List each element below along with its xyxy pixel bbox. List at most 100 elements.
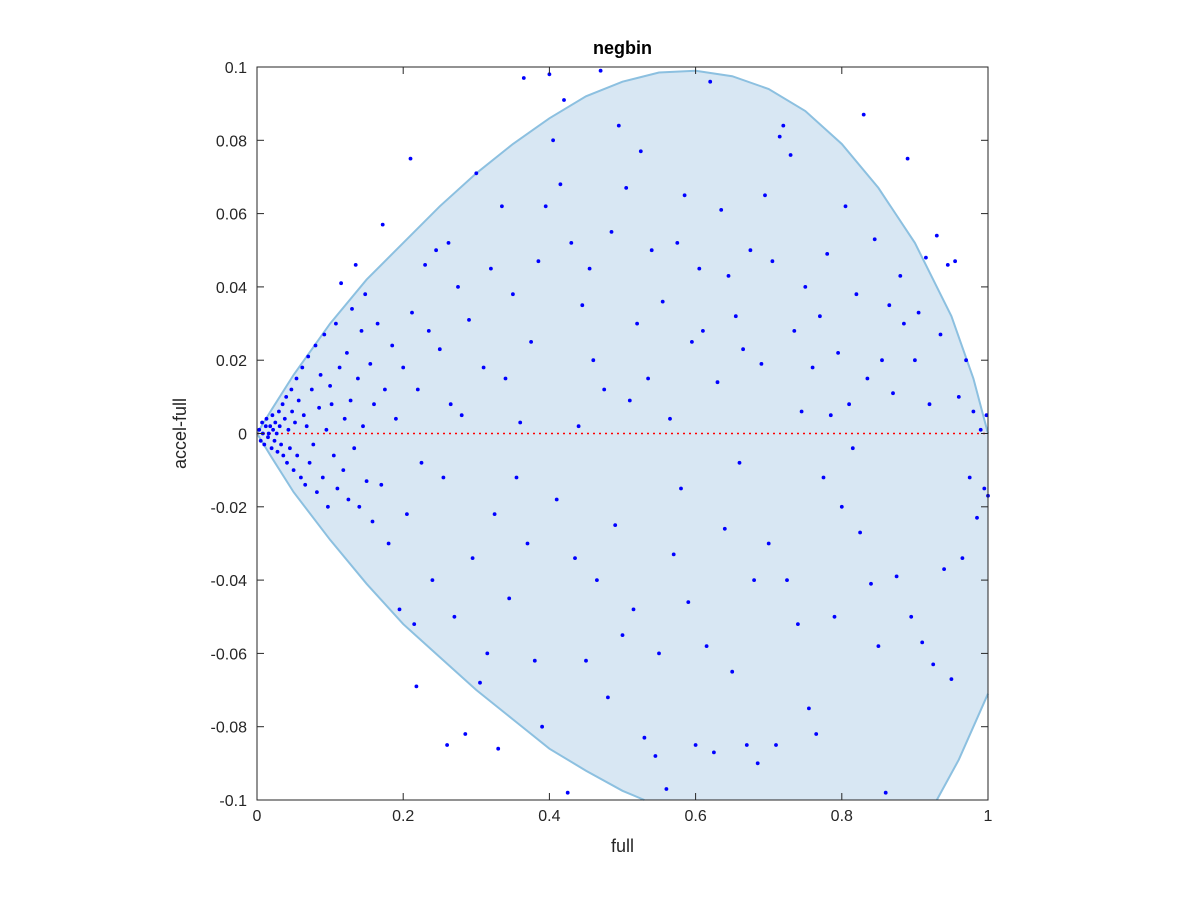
scatter-point [631,607,636,612]
y-axis-label: accel-full [170,398,190,469]
scatter-point [949,677,954,681]
scatter-point [315,490,319,494]
scatter-point [318,373,323,377]
scatter-point [909,614,914,619]
scatter-point [300,365,305,370]
scatter-point [657,651,661,656]
scatter-point [543,204,548,209]
scatter-point [500,204,504,209]
scatter-point [975,515,979,520]
scatter-point [507,596,512,601]
y-tick-label: 0.02 [216,353,247,370]
scatter-point [383,387,387,392]
scatter-point [459,413,464,418]
scatter-point [375,321,380,326]
scatter-point [832,614,837,619]
scatter-point [690,340,694,344]
scatter-point [744,743,749,747]
scatter-point [920,640,925,645]
scatter-point [532,658,537,663]
scatter-point [671,552,676,557]
scatter-point [503,376,508,381]
scatter-point [540,724,544,729]
scatter-point [521,76,526,80]
scatter-point [299,475,303,480]
scatter-point [712,750,716,755]
x-tick-label: 0.6 [684,808,706,825]
scatter-point [807,706,811,711]
scatter-point [357,504,362,509]
scatter-point [434,248,438,253]
scatter-point [616,123,621,128]
scatter-point [423,263,427,267]
scatter-point [730,669,735,674]
scatter-point [715,380,720,385]
scatter-point [591,358,596,363]
scatter-point [737,460,742,465]
scatter-point [536,259,541,264]
scatter-point [288,446,292,451]
scatter-point [266,431,271,436]
scatter-point [898,274,903,278]
scatter-point [379,482,384,487]
scatter-point [722,526,727,531]
scatter-point [796,622,800,626]
scatter-point [638,149,643,154]
scatter-point [562,98,566,102]
scatter-point [272,438,277,443]
x-axis-ticks: 0 0.2 0.4 0.6 0.8 1 [253,67,993,825]
scatter-point [880,358,884,363]
scatter-point [803,285,808,289]
scatter-point [565,790,570,795]
scatter-point [481,365,486,370]
data-points-layer [257,68,990,795]
scatter-point [934,233,939,238]
scatter-point [584,658,588,663]
scatter-point [437,347,442,352]
scatter-point [277,409,281,414]
scatter-point [913,358,917,363]
y-tick-label: -0.06 [211,646,248,663]
scatter-point [359,329,364,333]
scatter-point [303,482,308,487]
scatter-point [858,530,862,535]
scatter-point [701,329,705,333]
scatter-point [317,405,321,410]
scatter-point [799,409,804,414]
scatter-point [587,266,592,271]
scatter-point [686,600,691,604]
scatter-point [777,134,782,139]
scatter-point [843,204,848,209]
scatter-point [905,156,910,161]
scatter-point [525,541,530,546]
scatter-point [971,409,976,414]
scatter-point [352,446,357,451]
scatter-point [258,438,263,443]
region-upper-boundary [256,69,989,435]
scatter-point [960,556,965,560]
scatter-point [405,512,409,516]
scatter-point [328,384,332,388]
scatter-point [368,362,373,366]
scatter-point [313,343,318,348]
scatter-point [883,790,888,795]
scatter-point [294,376,299,381]
scatter-point [463,732,468,736]
scatter-point [511,292,515,297]
scatter-point [861,112,866,117]
y-tick-label: 0.04 [216,280,247,297]
scatter-point [850,446,855,451]
scatter-point [682,193,687,198]
scatter-point [397,607,402,612]
scatter-point [489,266,493,271]
scatter-point [285,460,289,465]
scatter-point [697,266,702,271]
scatter-point [322,332,327,337]
y-tick-label: 0.08 [216,133,247,150]
scatter-point [496,746,501,751]
x-tick-label: 0 [253,808,262,825]
scatter-point [624,186,629,190]
shaded-region-layer [256,69,989,801]
scatter-point [967,475,972,480]
scatter-point [348,398,353,403]
